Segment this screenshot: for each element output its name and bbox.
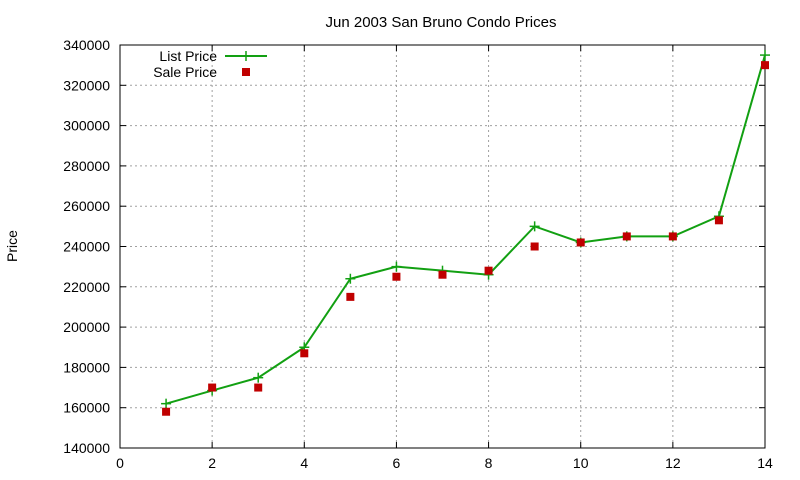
x-tick-label: 8 — [485, 455, 493, 471]
x-tick-label: 6 — [393, 455, 401, 471]
y-tick-label: 340000 — [63, 37, 110, 53]
list-price-point — [345, 273, 356, 284]
list-price-point — [391, 261, 402, 272]
legend-entry-list-price: List Price — [159, 48, 267, 64]
series-layer — [161, 50, 770, 416]
y-tick-label: 200000 — [63, 319, 110, 335]
y-tick-label: 180000 — [63, 359, 110, 375]
y-tick-label: 320000 — [63, 77, 110, 93]
sale-price-point — [761, 61, 769, 70]
grid — [120, 45, 765, 448]
list-price-point — [760, 50, 770, 61]
list-price-point — [253, 372, 264, 383]
sale-price-point — [208, 383, 217, 392]
axes: 0 2 4 6 8 10 12 14 140000 160000 180000 200000 22000… — [63, 37, 773, 471]
list-price-point — [161, 398, 172, 409]
sale-price-point — [346, 292, 355, 301]
y-tick-label: 160000 — [63, 400, 110, 416]
y-tick-label: 140000 — [63, 440, 110, 456]
list-price-line — [165, 54, 766, 405]
legend-square-marker — [242, 68, 250, 76]
sale-price-point — [484, 266, 493, 275]
sale-price-point — [300, 349, 309, 358]
series-list-price — [161, 50, 770, 409]
x-tick-label: 4 — [300, 455, 308, 471]
sale-price-point — [622, 232, 631, 241]
x-tick-label: 14 — [757, 455, 773, 471]
x-tick-label: 12 — [665, 455, 681, 471]
y-tick-label: 260000 — [63, 198, 110, 214]
sale-price-point — [530, 242, 539, 251]
y-tick-label: 240000 — [63, 239, 110, 255]
y-axis-label: Price — [4, 230, 20, 262]
sale-price-point — [438, 270, 447, 279]
sale-price-point — [392, 272, 401, 281]
legend-entry-sale-price: Sale Price — [153, 64, 250, 80]
x-tick-label: 2 — [208, 455, 216, 471]
y-tick-label: 280000 — [63, 158, 110, 174]
legend-label: Sale Price — [153, 64, 217, 80]
series-sale-price — [162, 61, 769, 416]
y-tick-label: 220000 — [63, 279, 110, 295]
sale-price-point — [576, 238, 585, 247]
sale-price-point — [254, 383, 263, 392]
sale-price-point — [162, 407, 171, 416]
sale-price-point — [714, 216, 723, 225]
legend-label: List Price — [159, 48, 217, 64]
sale-price-point — [668, 232, 677, 241]
legend-plus-marker — [241, 51, 251, 61]
x-tick-label: 0 — [116, 455, 124, 471]
y-tick-label: 300000 — [63, 118, 110, 134]
list-price-point — [529, 221, 540, 232]
chart-title: Jun 2003 San Bruno Condo Prices — [326, 14, 557, 31]
x-tick-label: 10 — [573, 455, 589, 471]
